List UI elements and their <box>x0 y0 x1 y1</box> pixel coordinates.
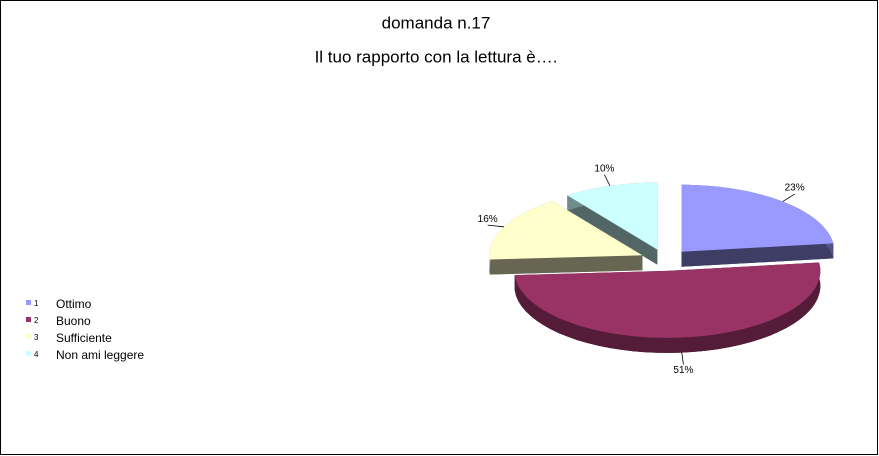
slice-side <box>681 243 834 267</box>
leader-line <box>604 174 611 187</box>
data-label: 51% <box>673 365 693 376</box>
data-label: 16% <box>478 214 498 225</box>
slice-side <box>567 195 658 265</box>
slice <box>567 182 658 250</box>
slice <box>681 184 834 252</box>
data-label: 23% <box>785 183 805 194</box>
legend-key: 4 <box>34 350 39 359</box>
slice <box>514 262 821 338</box>
leader-line <box>782 193 795 202</box>
legend-label: Ottimo <box>56 297 92 311</box>
legend-swatch <box>26 334 31 339</box>
legend-key: 1 <box>34 299 39 308</box>
leader-line <box>681 352 684 365</box>
legend-swatch <box>26 317 31 322</box>
legend-label: Sufficiente <box>56 331 112 345</box>
slice-side <box>514 262 821 353</box>
legend-key: 3 <box>34 333 39 342</box>
chart-subtitle: Il tuo rapporto con la lettura è…. <box>315 47 558 66</box>
legend-key: 2 <box>34 316 39 325</box>
slice <box>489 201 643 260</box>
slice-side <box>489 255 643 275</box>
legend-label: Non ami leggere <box>56 348 144 362</box>
data-label: 10% <box>594 163 614 174</box>
legend-swatch <box>26 351 31 356</box>
leader-line <box>487 224 504 228</box>
legend-label: Buono <box>56 314 91 328</box>
chart-title: domanda n.17 <box>382 13 491 32</box>
legend-swatch <box>26 300 31 305</box>
